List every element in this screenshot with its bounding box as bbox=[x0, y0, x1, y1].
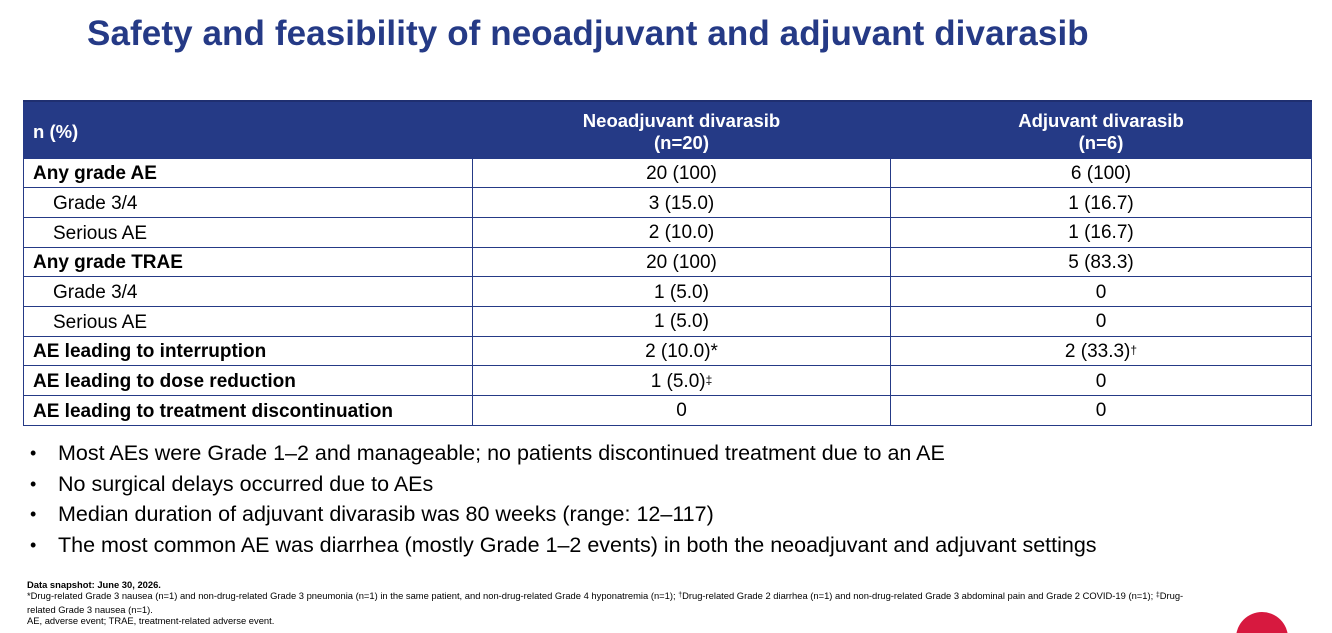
row-label: Serious AE bbox=[23, 216, 473, 248]
adjuvant-value: 0 bbox=[890, 365, 1312, 396]
list-item: • No surgical delays occurred due to AEs bbox=[30, 471, 1097, 502]
header-adjuvant: Adjuvant divarasib (n=6) bbox=[890, 100, 1312, 158]
adjuvant-value: 0 bbox=[890, 305, 1312, 337]
footnote-details: *Drug-related Grade 3 nausea (n=1) and n… bbox=[27, 590, 1184, 615]
row-label: Any grade TRAE bbox=[23, 246, 473, 278]
neoadjuvant-value: 2 (10.0) bbox=[472, 216, 891, 248]
table-row: AE leading to dose reduction 1 (5.0)‡ 0 bbox=[23, 365, 1312, 396]
adjuvant-value: 6 (100) bbox=[890, 157, 1312, 189]
bullet-text: Most AEs were Grade 1–2 and manageable; … bbox=[58, 441, 945, 465]
bullet-icon: • bbox=[30, 443, 37, 463]
abbreviations-note: AE, adverse event; TRAE, treatment-relat… bbox=[27, 615, 275, 627]
neoadjuvant-value: 1 (5.0)‡ bbox=[472, 365, 891, 396]
neoadjuvant-value: 1 (5.0) bbox=[472, 276, 891, 307]
adjuvant-value: 0 bbox=[890, 395, 1312, 426]
adjuvant-value: 0 bbox=[890, 276, 1312, 307]
safety-table: n (%) Neoadjuvant divarasib (n=20) Adjuv… bbox=[23, 100, 1312, 426]
bullet-text: No surgical delays occurred due to AEs bbox=[58, 471, 434, 496]
adjuvant-value: 5 (83.3) bbox=[890, 246, 1312, 278]
list-item: • The most common AE was diarrhea (mostl… bbox=[30, 532, 1097, 563]
table-row: AE leading to treatment discontinuation … bbox=[23, 395, 1312, 426]
table-row: Serious AE 2 (10.0) 1 (16.7) bbox=[23, 216, 1312, 248]
table-row: Any grade AE 20 (100) 6 (100) bbox=[23, 157, 1312, 189]
page-number-badge bbox=[1236, 612, 1288, 633]
table-header-row: n (%) Neoadjuvant divarasib (n=20) Adjuv… bbox=[23, 100, 1312, 158]
neoadjuvant-value: 20 (100) bbox=[472, 246, 891, 278]
neoadjuvant-value: 3 (15.0) bbox=[472, 187, 891, 218]
neoadjuvant-value: 2 (10.0)* bbox=[472, 335, 891, 367]
table-row: Serious AE 1 (5.0) 0 bbox=[23, 305, 1312, 337]
neoadjuvant-value: 1 (5.0) bbox=[472, 305, 891, 337]
adjuvant-value: 2 (33.3)† bbox=[890, 335, 1312, 367]
row-label: AE leading to treatment discontinuation bbox=[23, 395, 473, 426]
table-row: AE leading to interruption 2 (10.0)* 2 (… bbox=[23, 335, 1312, 367]
bullet-text: Median duration of adjuvant divarasib wa… bbox=[58, 502, 714, 526]
header-adjuvant-line1: Adjuvant divarasib bbox=[1018, 109, 1184, 131]
adjuvant-value: 1 (16.7) bbox=[890, 216, 1312, 248]
neoadjuvant-value: 20 (100) bbox=[472, 157, 891, 189]
header-neoadjuvant: Neoadjuvant divarasib (n=20) bbox=[472, 100, 891, 158]
data-snapshot-note: Data snapshot: June 30, 2026. bbox=[27, 579, 161, 590]
slide-title: Safety and feasibility of neoadjuvant an… bbox=[87, 14, 1089, 53]
row-label: Grade 3/4 bbox=[23, 276, 473, 307]
row-label: AE leading to dose reduction bbox=[23, 365, 473, 396]
table-row: Any grade TRAE 20 (100) 5 (83.3) bbox=[23, 246, 1312, 278]
table-row: Grade 3/4 1 (5.0) 0 bbox=[23, 276, 1312, 307]
neoadjuvant-value: 0 bbox=[472, 395, 891, 426]
header-neoadjuvant-line2: (n=20) bbox=[653, 131, 709, 153]
adjuvant-value: 1 (16.7) bbox=[890, 187, 1312, 218]
bullet-text: The most common AE was diarrhea (mostly … bbox=[58, 532, 1097, 557]
header-n-percent: n (%) bbox=[23, 100, 473, 158]
key-findings-list: • Most AEs were Grade 1–2 and manageable… bbox=[30, 440, 1097, 562]
table-row: Grade 3/4 3 (15.0) 1 (16.7) bbox=[23, 187, 1312, 218]
row-label: Grade 3/4 bbox=[23, 187, 473, 218]
bullet-icon: • bbox=[30, 534, 37, 555]
header-adjuvant-line2: (n=6) bbox=[1078, 131, 1124, 153]
header-neoadjuvant-line1: Neoadjuvant divarasib bbox=[582, 109, 781, 131]
footnotes: Data snapshot: June 30, 2026. *Drug-rela… bbox=[27, 579, 1207, 627]
bullet-icon: • bbox=[30, 504, 37, 524]
row-label: Serious AE bbox=[23, 305, 473, 337]
list-item: • Median duration of adjuvant divarasib … bbox=[30, 501, 1097, 532]
list-item: • Most AEs were Grade 1–2 and manageable… bbox=[30, 440, 1097, 471]
bullet-icon: • bbox=[30, 473, 37, 494]
row-label: AE leading to interruption bbox=[23, 335, 473, 367]
row-label: Any grade AE bbox=[23, 157, 473, 189]
